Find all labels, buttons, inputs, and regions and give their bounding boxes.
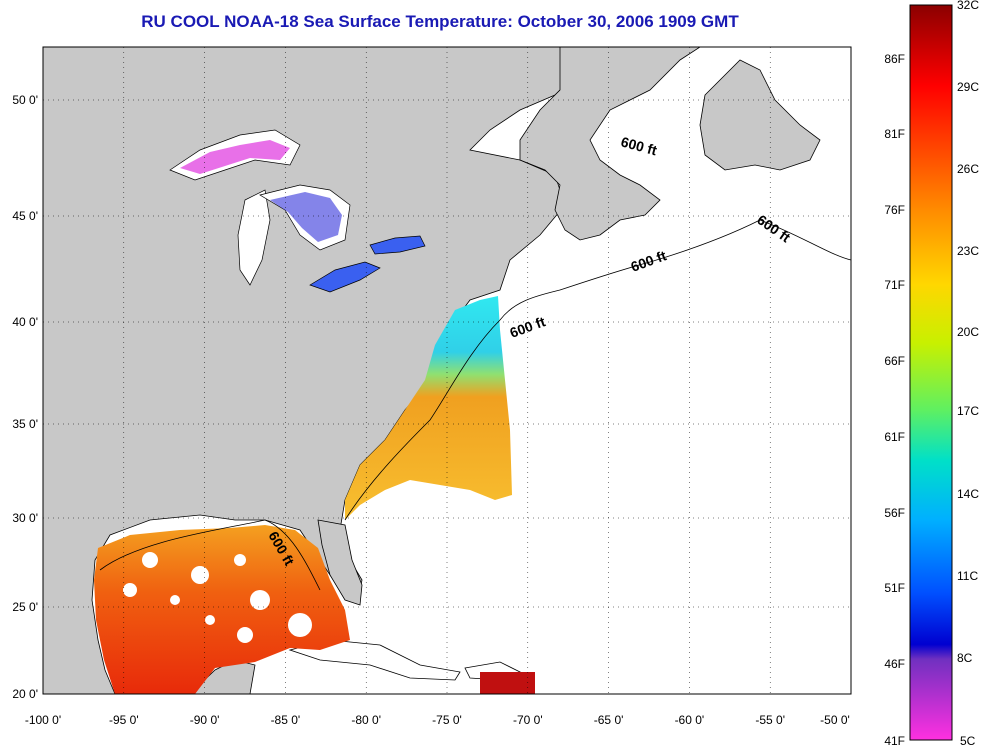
colorbar-fahrenheit-label: 51F — [884, 581, 905, 595]
lake-ontario — [369, 235, 426, 255]
colorbar-fahrenheit-label: 71F — [884, 278, 905, 292]
colorbar-celsius-label: 23C — [957, 244, 979, 258]
x-tick-label: -65 0' — [594, 713, 624, 727]
y-tick-label: 40 0' — [12, 315, 38, 329]
y-tick-label: 35 0' — [12, 417, 38, 431]
x-tick-label: -90 0' — [190, 713, 220, 727]
colorbar-celsius-label: 11C — [957, 569, 978, 583]
caribbean-sst — [480, 672, 535, 694]
lake-huron-sst — [270, 192, 342, 242]
colorbar-celsius-label: 26C — [957, 162, 979, 176]
colorbar-celsius-label: 14C — [957, 487, 979, 501]
lake-superior-sst — [180, 140, 290, 174]
colorbar-celsius-label: 29C — [957, 80, 979, 94]
lake-erie — [309, 261, 381, 293]
atlantic-cloud-gaps — [365, 491, 476, 540]
colorbar-celsius-label: 32C — [957, 0, 979, 12]
colorbar-fahrenheit-label: 61F — [884, 430, 905, 444]
colorbar: 32C 29C 26C 23C 20C 17C 14C 11C 8C 5C 86… — [884, 0, 979, 748]
depth-contours — [99, 219, 851, 591]
x-tick-label: -70 0' — [513, 713, 543, 727]
x-tick-label: -85 0' — [271, 713, 301, 727]
y-tick-label: 25 0' — [12, 600, 38, 614]
land-florida — [317, 519, 363, 606]
colorbar-celsius-label: 8C — [957, 651, 973, 665]
land-cuba — [288, 639, 461, 681]
colorbar-celsius-label: 17C — [957, 404, 979, 418]
colorbar-fahrenheit-label: 86F — [884, 52, 905, 66]
colorbar-fahrenheit-label: 81F — [884, 127, 905, 141]
y-tick-label: 20 0' — [12, 687, 38, 701]
colorbar-celsius-label: 20C — [957, 325, 979, 339]
y-tick-label: 50 0' — [12, 93, 38, 107]
gulf-cloud-gaps — [123, 552, 312, 643]
x-tick-label: -75 0' — [432, 713, 462, 727]
x-tick-label: -95 0' — [109, 713, 139, 727]
map-border — [42, 46, 852, 695]
x-tick-label: -60 0' — [675, 713, 705, 727]
gulf-sst — [94, 525, 350, 694]
colorbar-fahrenheit-label: 76F — [884, 203, 905, 217]
y-tick-label: 45 0' — [12, 209, 38, 223]
x-axis: -100 0' -95 0' -90 0' -85 0' -80 0' -75 … — [25, 713, 850, 727]
x-tick-label: -50 0' — [820, 713, 850, 727]
map-title: RU COOL NOAA-18 Sea Surface Temperature:… — [141, 12, 739, 31]
x-tick-label: -55 0' — [755, 713, 785, 727]
land-maritimes — [519, 47, 701, 241]
y-tick-label: 30 0' — [12, 511, 38, 525]
colorbar-celsius-label: 5C — [960, 734, 976, 748]
colorbar-fahrenheit-label: 56F — [884, 506, 905, 520]
land-newfoundland — [699, 59, 821, 171]
colorbar-fahrenheit-label: 46F — [884, 657, 905, 671]
x-tick-label: -80 0' — [351, 713, 381, 727]
colorbar-fahrenheit-label: 66F — [884, 354, 905, 368]
x-tick-label: -100 0' — [25, 713, 61, 727]
colorbar-fahrenheit-label: 41F — [884, 734, 905, 748]
colorbar-gradient — [909, 4, 953, 741]
y-axis: 50 0' 45 0' 40 0' 35 0' 30 0' 25 0' 20 0… — [12, 93, 38, 701]
atlantic-sst — [345, 296, 512, 520]
